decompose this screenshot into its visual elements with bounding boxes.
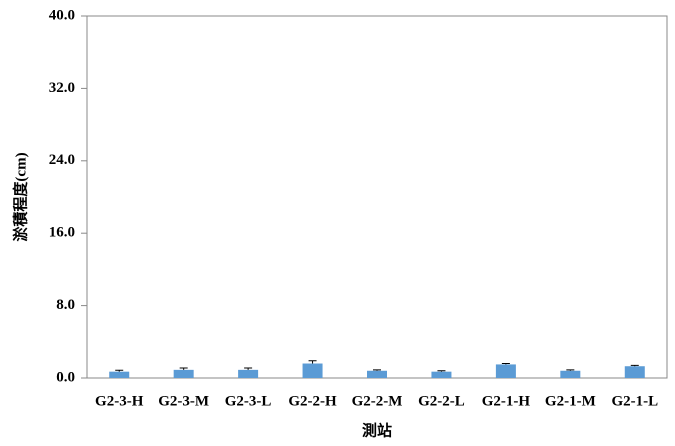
- y-tick-label: 8.0: [56, 297, 75, 313]
- bar: [302, 363, 323, 378]
- bar: [173, 369, 194, 378]
- y-axis-label: 淤積程度(cm): [11, 152, 29, 241]
- error-bar: [179, 367, 188, 370]
- bar: [495, 364, 516, 378]
- bar: [624, 366, 645, 378]
- bar: [560, 370, 581, 378]
- y-tick-label: 16.0: [49, 225, 75, 241]
- error-bar: [308, 360, 317, 364]
- x-tick-label: G2-2-L: [418, 393, 465, 409]
- bar: [238, 369, 259, 378]
- x-tick-label: G2-3-L: [225, 393, 272, 409]
- error-bar: [115, 369, 124, 372]
- error-bar: [566, 369, 575, 371]
- plot-frame: [86, 15, 668, 379]
- y-tick-label: 24.0: [49, 152, 75, 168]
- bar: [431, 371, 452, 378]
- x-tick-label: G2-2-M: [352, 393, 403, 409]
- error-bar: [437, 370, 446, 372]
- x-tick-label: G2-1-L: [611, 393, 658, 409]
- y-tick-label: 32.0: [49, 80, 75, 96]
- error-bar: [630, 364, 639, 367]
- x-tick-label: G2-3-H: [95, 393, 144, 409]
- x-tick-label: G2-2-H: [288, 393, 337, 409]
- x-axis-label: 測站: [362, 421, 392, 439]
- bar: [367, 370, 387, 378]
- x-tick-label: G2-3-M: [158, 393, 209, 409]
- bar: [109, 371, 130, 378]
- y-tick-label: 40.0: [49, 7, 75, 23]
- y-tick-label: 0.0: [56, 369, 75, 385]
- error-bar: [244, 367, 253, 370]
- error-bar: [501, 363, 510, 365]
- x-tick-label: G2-1-M: [545, 393, 596, 409]
- x-tick-label: G2-1-H: [482, 393, 531, 409]
- error-bar: [373, 369, 381, 371]
